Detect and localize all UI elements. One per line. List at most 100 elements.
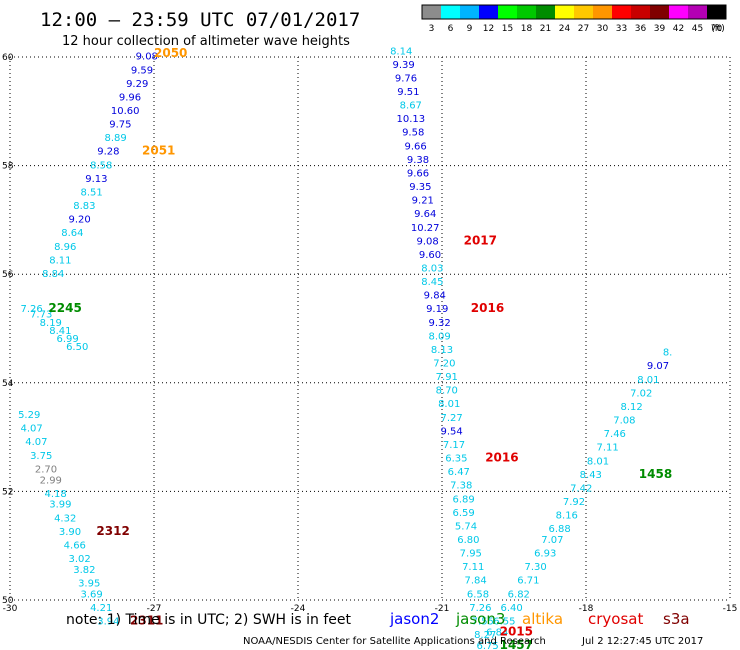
wave-height-label: 9.39 bbox=[392, 60, 414, 71]
wave-height-label: 4.07 bbox=[20, 424, 42, 435]
wave-height-label: 9.35 bbox=[409, 182, 431, 193]
x-tick-label: -21 bbox=[435, 604, 450, 614]
wave-height-label: 7.92 bbox=[563, 497, 585, 508]
satellite-name: jason2 bbox=[389, 610, 439, 628]
wave-height-label: 6.50 bbox=[66, 342, 88, 353]
legend-swatch bbox=[650, 5, 669, 19]
chart-subtitle: 12 hour collection of altimeter wave hei… bbox=[62, 34, 350, 49]
track-time-label: 1457 bbox=[500, 638, 533, 650]
legend-swatch bbox=[517, 5, 536, 19]
wave-height-label: 7.46 bbox=[604, 429, 626, 440]
track-time-label: 2051 bbox=[142, 144, 175, 158]
wave-height-label: 7.26 bbox=[20, 304, 42, 315]
wave-height-label: 4.66 bbox=[64, 540, 86, 551]
wave-height-label: 6.71 bbox=[517, 576, 539, 587]
wave-height-label: 6.82 bbox=[508, 589, 530, 600]
wave-height-label: 10.13 bbox=[396, 114, 425, 125]
y-tick-label: 58 bbox=[2, 162, 14, 172]
wave-height-label: 3.02 bbox=[68, 554, 90, 565]
wave-height-label: 8.11 bbox=[49, 255, 71, 266]
wave-height-label: 6.47 bbox=[448, 467, 470, 478]
wave-height-label: 9.66 bbox=[404, 141, 426, 152]
wave-height-label: 3.90 bbox=[59, 527, 81, 538]
wave-height-label: 8.84 bbox=[42, 269, 64, 280]
y-tick-label: 56 bbox=[2, 270, 14, 280]
track-time-label: 2015 bbox=[500, 624, 533, 638]
wave-height-label: 9.64 bbox=[414, 209, 436, 220]
legend-swatch bbox=[669, 5, 688, 19]
legend-swatch bbox=[707, 5, 726, 19]
legend-swatch bbox=[555, 5, 574, 19]
wave-height-label: 6.89 bbox=[452, 494, 474, 505]
wave-height-label: 8.96 bbox=[54, 242, 76, 253]
satellite-name: jason3 bbox=[455, 610, 505, 628]
wave-height-label: 6.35 bbox=[445, 454, 467, 465]
track-time-label: 2311 bbox=[130, 613, 163, 627]
track-time-label: 2017 bbox=[464, 233, 497, 247]
legend-frame bbox=[421, 4, 727, 20]
legend-label: 30 bbox=[597, 24, 609, 34]
wave-height-label: 6.40 bbox=[500, 603, 522, 614]
track-labels: 2050 2051 2245 2312 2311 2017 2016 2016 20151457… bbox=[48, 46, 672, 650]
units-note: note: 1) Time is in UTC; 2) SWH is in fe… bbox=[66, 612, 352, 628]
y-tick-label: 50 bbox=[2, 596, 14, 606]
wave-height-label: 7.38 bbox=[450, 481, 472, 492]
legend-label: 21 bbox=[540, 24, 551, 34]
wave-height-label: 8.01 bbox=[438, 399, 460, 410]
wave-height-label: 7.07 bbox=[541, 535, 563, 546]
wave-height-label: 9.13 bbox=[85, 174, 107, 185]
wave-height-label: 8.16 bbox=[556, 511, 578, 522]
legend-swatch bbox=[498, 5, 517, 19]
wave-height-label: 8.12 bbox=[620, 402, 642, 413]
wave-height-label: 8.70 bbox=[436, 386, 458, 397]
wave-height-label: 8.01 bbox=[587, 456, 609, 467]
wave-height-label: 4.32 bbox=[54, 513, 76, 524]
wave-height-label: 9.96 bbox=[119, 92, 141, 103]
wave-height-label: 6.93 bbox=[534, 549, 556, 560]
wave-height-label: 8.03 bbox=[421, 263, 443, 274]
legend-label: 24 bbox=[559, 24, 571, 34]
wave-height-label: 3.99 bbox=[49, 500, 71, 511]
wave-height-label: 3.94 bbox=[97, 616, 119, 627]
legend-label: 39 bbox=[654, 24, 666, 34]
footer-credit: NOAA/NESDIS Center for Satellite Applica… bbox=[243, 636, 546, 647]
color-legend: 3 6 9 12 15 18 21 24 27 30 33 36 39 42 45 70(ft) bbox=[421, 4, 727, 34]
wave-height-label: 9.08 bbox=[136, 52, 158, 63]
wave-height-label: 9.38 bbox=[407, 155, 429, 166]
wave-height-label: 7.30 bbox=[524, 562, 546, 573]
x-tick-label: -18 bbox=[579, 604, 594, 614]
wave-height-label: 9.66 bbox=[407, 168, 429, 179]
wave-height-label: 8. bbox=[663, 348, 673, 359]
wave-height-label: 9.28 bbox=[97, 147, 119, 158]
wave-height-label: 7.55 bbox=[472, 616, 494, 627]
wave-height-label: 7.20 bbox=[433, 359, 455, 370]
track-time-label: 2312 bbox=[96, 524, 129, 538]
legend-label: 18 bbox=[521, 24, 533, 34]
legend-label: 33 bbox=[616, 24, 627, 34]
wave-height-label: 9.54 bbox=[440, 426, 462, 437]
wave-height-label: 6.75 bbox=[476, 641, 498, 650]
wave-height-label: 2.99 bbox=[40, 475, 62, 486]
legend-swatch bbox=[688, 5, 707, 19]
wave-height-label: 8.19 bbox=[40, 318, 62, 329]
wave-height-label: 5.74 bbox=[455, 521, 477, 532]
axis-ticks: -30 -27 -24 -21 -18 -15 60 58 56 54 52 50 bbox=[2, 53, 737, 614]
x-tick-label: -24 bbox=[291, 604, 306, 614]
footer-timestamp: Jul 2 12:27:45 UTC 2017 bbox=[581, 636, 703, 647]
wave-height-label: 7.84 bbox=[464, 576, 486, 587]
wave-height-label: 3.82 bbox=[73, 565, 95, 576]
wave-height-label: 10.27 bbox=[411, 223, 440, 234]
wave-height-label: 7.08 bbox=[613, 416, 635, 427]
wave-height-label: 8.14 bbox=[390, 46, 412, 57]
legend-swatch bbox=[631, 5, 650, 19]
y-tick-label: 60 bbox=[2, 53, 14, 63]
legend-label: 42 bbox=[673, 24, 684, 34]
wave-height-label: 7.11 bbox=[596, 443, 618, 454]
wave-height-label: 6.88 bbox=[548, 524, 570, 535]
wave-height-label: 7.27 bbox=[440, 413, 462, 424]
wave-height-label: 9.08 bbox=[416, 236, 438, 247]
wave-height-label: 9.21 bbox=[412, 196, 434, 207]
wave-height-label: 7.17 bbox=[443, 440, 465, 451]
legend-label: 12 bbox=[483, 24, 494, 34]
legend-label: 45 bbox=[692, 24, 703, 34]
